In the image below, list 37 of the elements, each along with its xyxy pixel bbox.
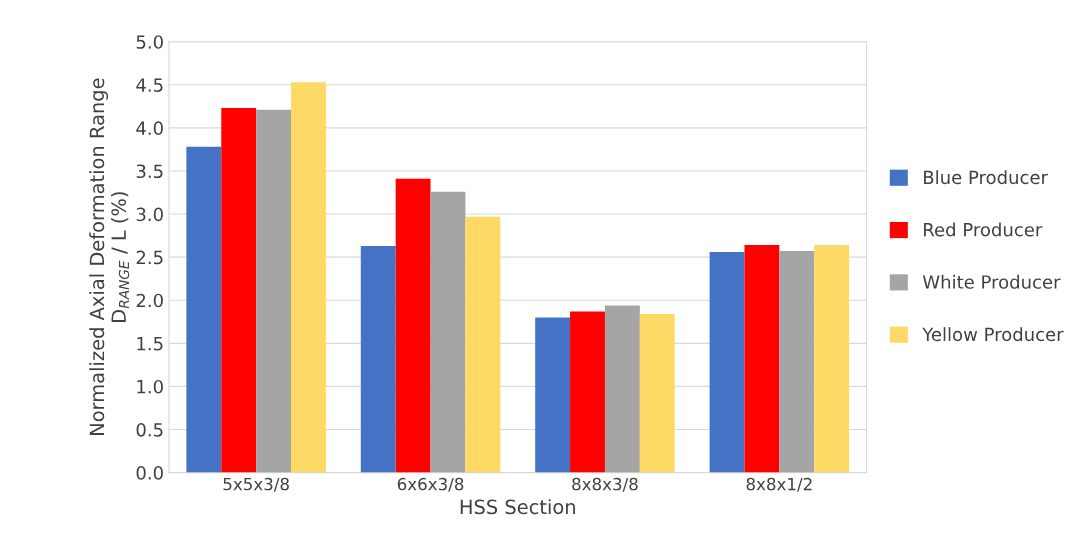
bar — [465, 216, 501, 473]
bar — [221, 108, 257, 473]
x-tick-label: 5x5x3/8 — [223, 477, 289, 492]
y-tick-label: 2.0 — [136, 293, 163, 308]
bar — [570, 311, 605, 473]
bar — [535, 317, 571, 473]
bar — [291, 82, 326, 473]
bar — [395, 178, 431, 473]
x-tick-label: 8x8x3/8 — [572, 477, 638, 492]
y-tick-label: 4.5 — [136, 78, 163, 92]
y-axis-title: Normalized Axial Deformation Range D$_{RANGE}$ / L (%) — [89, 78, 130, 435]
bar — [604, 305, 640, 473]
y-tick-label: 1.5 — [137, 337, 163, 351]
x-tick-label: 6x6x3/8 — [397, 477, 464, 492]
y-tick-label: 3.5 — [136, 164, 163, 179]
legend-label: White Producer — [922, 274, 1061, 289]
y-tick-label: 5.0 — [136, 35, 163, 49]
x-tick-label: 8x8x1/2 — [746, 477, 812, 492]
legend-label: Yellow Producer — [922, 327, 1064, 342]
bar — [639, 314, 675, 473]
legend-label: Blue Producer — [924, 170, 1048, 185]
bar — [256, 109, 292, 473]
bar — [360, 245, 396, 473]
y-tick-label: 1.0 — [137, 379, 163, 394]
y-tick-label: 0.0 — [136, 466, 163, 480]
y-tick-label: 2.5 — [136, 250, 163, 265]
bar — [430, 191, 466, 473]
bar — [709, 251, 745, 473]
y-tick-label: 0.5 — [136, 422, 163, 437]
bar — [814, 245, 850, 473]
legend-label: Red Producer — [924, 222, 1043, 237]
x-axis-title: HSS Section — [460, 499, 575, 515]
y-tick-label: 3.0 — [136, 207, 163, 222]
bar — [744, 245, 780, 473]
y-tick-label: 4.0 — [136, 121, 163, 135]
bar — [779, 251, 815, 473]
bar — [186, 146, 222, 473]
